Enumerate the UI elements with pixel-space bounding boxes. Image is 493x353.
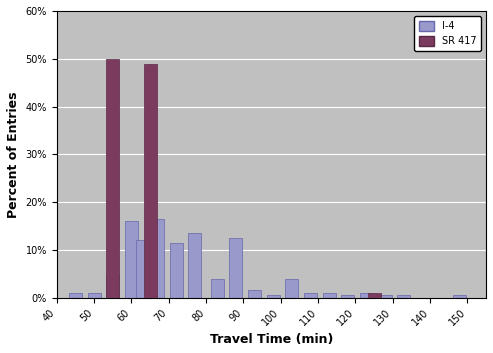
Bar <box>267 295 280 298</box>
Bar <box>136 240 149 298</box>
Bar <box>323 293 336 298</box>
Bar <box>143 64 157 298</box>
Bar <box>397 295 411 298</box>
Bar <box>106 59 119 298</box>
Bar <box>211 279 224 298</box>
Y-axis label: Percent of Entries: Percent of Entries <box>7 91 20 217</box>
Bar <box>106 274 119 298</box>
Bar <box>69 293 82 298</box>
Bar <box>304 293 317 298</box>
Legend: I-4, SR 417: I-4, SR 417 <box>415 16 481 51</box>
Bar <box>341 295 354 298</box>
Bar <box>125 221 138 298</box>
Bar <box>170 243 183 298</box>
Bar <box>285 279 298 298</box>
Bar <box>248 291 261 298</box>
Bar <box>367 293 381 298</box>
X-axis label: Travel Time (min): Travel Time (min) <box>210 333 333 346</box>
Bar <box>188 233 201 298</box>
Bar <box>88 293 101 298</box>
Bar <box>151 219 164 298</box>
Bar <box>379 295 392 298</box>
Bar <box>454 295 466 298</box>
Bar <box>360 293 373 298</box>
Bar <box>229 238 243 298</box>
